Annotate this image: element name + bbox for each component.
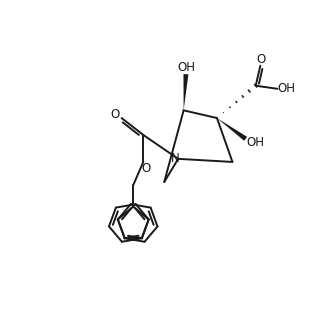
Polygon shape	[184, 74, 188, 110]
Text: OH: OH	[178, 61, 196, 74]
Text: O: O	[142, 162, 151, 175]
Text: OH: OH	[278, 82, 296, 95]
Text: N: N	[171, 152, 179, 165]
Text: O: O	[110, 108, 119, 121]
Text: O: O	[257, 53, 266, 66]
Text: OH: OH	[246, 136, 264, 149]
Polygon shape	[217, 118, 247, 141]
